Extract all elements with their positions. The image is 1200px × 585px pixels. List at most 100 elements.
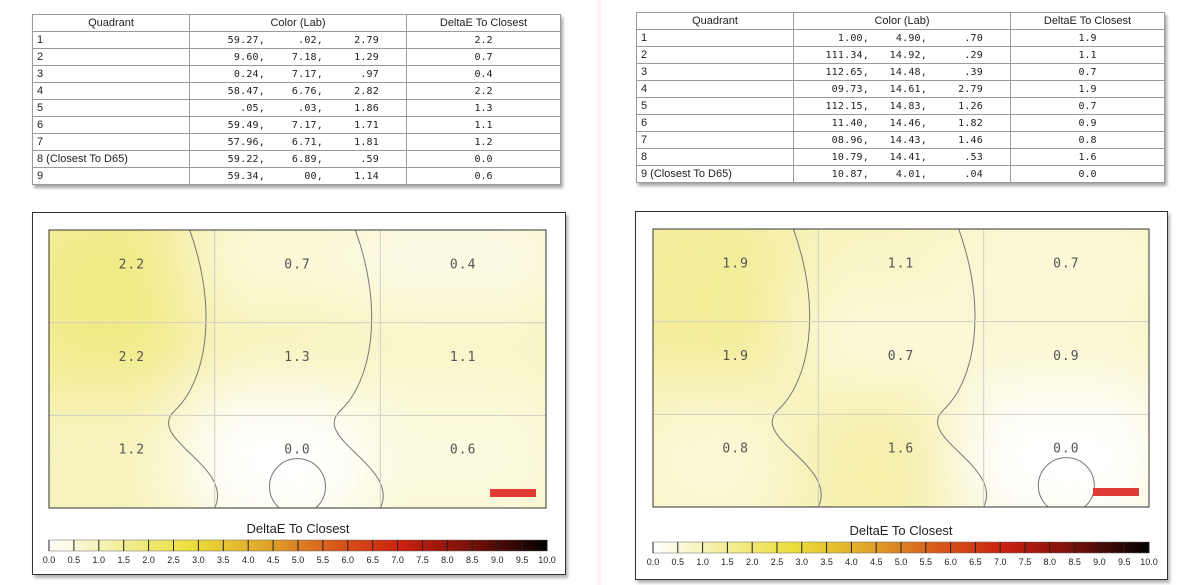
lab-l-value: 10.87, <box>831 168 869 180</box>
scale-tick-label: 5.0 <box>292 555 305 565</box>
deltae-cell: 0.4 <box>406 65 561 83</box>
quadrant-cell: 7 <box>32 133 190 151</box>
table-row: 3 0.24, 7.17, .97 0.4 <box>32 65 561 83</box>
scale-tick-label: 9.0 <box>1093 557 1106 567</box>
scale-tick-label: 0.0 <box>43 555 56 565</box>
table-row: 9 (Closest To D65) 10.87, 4.01, .04 0.0 <box>636 165 1165 183</box>
header-color-lab: Color (Lab) <box>189 14 407 32</box>
lab-a-value: .03, <box>298 102 323 114</box>
lab-b-value: .97 <box>360 68 379 80</box>
scale-tick-label: 4.5 <box>267 555 280 565</box>
cell-value-label: 0.0 <box>284 443 310 458</box>
table-row: 1 59.27, .02, 2.79 2.2 <box>32 31 561 49</box>
cell-value-label: 0.7 <box>1053 256 1079 271</box>
scale-tick-label: 3.0 <box>192 555 205 565</box>
quadrant-cell: 4 <box>636 80 794 98</box>
scale-tick-label: 5.5 <box>920 557 933 567</box>
quadrant-cell: 7 <box>636 131 794 149</box>
lab-l-value: 09.73, <box>831 83 869 95</box>
deltae-cell: 1.1 <box>406 116 561 134</box>
deltae-cell: 1.3 <box>406 99 561 117</box>
scale-tick-label: 6.0 <box>342 555 355 565</box>
table-row: 2 9.60, 7.18, 1.29 0.7 <box>32 48 561 66</box>
scale-tick-label: 4.0 <box>242 555 255 565</box>
scale-tick-label: 3.5 <box>217 555 230 565</box>
header-deltae: DeltaE To Closest <box>406 14 561 32</box>
lab-cell: 1.00, 4.90, .70 <box>793 29 1011 47</box>
lab-l-value: 57.96, <box>227 136 265 148</box>
deltae-cell: 0.0 <box>406 150 561 168</box>
lab-a-value: 14.61, <box>889 83 927 95</box>
quadrant-cell: 5 <box>636 97 794 115</box>
contour-line <box>269 458 326 508</box>
lab-b-value: 1.26 <box>958 100 983 112</box>
header-color-lab: Color (Lab) <box>793 12 1011 30</box>
deltae-cell: 1.2 <box>406 133 561 151</box>
lab-cell: 59.27, .02, 2.79 <box>189 31 407 49</box>
cell-value-label: 1.9 <box>722 349 748 364</box>
cell-value-label: 0.9 <box>1053 349 1079 364</box>
measurement-marker <box>1093 488 1139 496</box>
deltae-cell: 2.2 <box>406 31 561 49</box>
quadrant-cell: 8 <box>636 148 794 166</box>
cell-value-label: 0.6 <box>450 443 476 458</box>
scale-tick-label: 6.5 <box>969 557 982 567</box>
deltae-cell: 1.9 <box>1010 29 1165 47</box>
scale-tick-label: 8.5 <box>466 555 479 565</box>
scale-tick-label: 9.5 <box>516 555 529 565</box>
contour-line <box>771 229 822 507</box>
lab-cell: 08.96, 14.43, 1.46 <box>793 131 1011 149</box>
table-header-row: Quadrant Color (Lab) DeltaE To Closest <box>32 14 561 32</box>
lab-l-value: 58.47, <box>227 85 265 97</box>
lab-b-value: .04 <box>964 168 983 180</box>
minimum-hotspot <box>251 448 344 505</box>
scale-tick-label: 5.5 <box>317 555 330 565</box>
grid-lines <box>653 229 1149 507</box>
quadrant-cell: 1 <box>32 31 190 49</box>
quadrant-cell: 4 <box>32 82 190 100</box>
contour-lines <box>167 230 384 508</box>
lab-b-value: 1.82 <box>958 117 983 129</box>
scale-tick-label: 0.0 <box>647 557 660 567</box>
quadrant-cell: 6 <box>32 116 190 134</box>
contour-line <box>936 229 987 507</box>
lab-a-value: 00, <box>304 170 323 182</box>
deltae-cell: 1.6 <box>1010 148 1165 166</box>
heat-field <box>653 229 1149 507</box>
lab-l-value: 08.96, <box>831 134 869 146</box>
lab-a-value: 6.71, <box>291 136 323 148</box>
cell-value-label: 0.7 <box>284 257 310 272</box>
quadrant-cell: 8 (Closest To D65) <box>32 150 190 168</box>
plot-border <box>652 228 1150 508</box>
table-row: 6 11.40, 14.46, 1.82 0.9 <box>636 114 1165 132</box>
table-row: 8 10.79, 14.41, .53 1.6 <box>636 148 1165 166</box>
header-quadrant: Quadrant <box>32 14 190 32</box>
scale-tick-label: 8.5 <box>1068 557 1081 567</box>
scale-tick-label: 3.5 <box>820 557 833 567</box>
contour-line <box>1037 457 1095 507</box>
heatmap-chart-left: 2.2 0.7 0.4 2.2 1.3 1.1 1.2 0.0 0.6 DeltaE To Clo… <box>43 229 556 565</box>
scale-tick-label: 1.0 <box>93 555 106 565</box>
lab-cell: 58.47, 6.76, 2.82 <box>189 82 407 100</box>
cell-value-label: 1.9 <box>722 256 748 271</box>
table-header-row: Quadrant Color (Lab) DeltaE To Closest <box>636 12 1165 30</box>
lab-cell: 59.22, 6.89, .59 <box>189 150 407 168</box>
quadrant-cell: 2 <box>636 46 794 64</box>
lab-l-value: 9.60, <box>233 51 265 63</box>
deltae-cell: 0.9 <box>1010 114 1165 132</box>
lab-l-value: 112.15, <box>825 100 869 112</box>
deltae-cell: 0.6 <box>406 167 561 185</box>
lab-a-value: 7.17, <box>291 68 323 80</box>
lab-a-value: 6.76, <box>291 85 323 97</box>
lab-l-value: .05, <box>240 102 265 114</box>
lab-a-value: 4.01, <box>895 168 927 180</box>
scale-tick-label: 8.0 <box>441 555 454 565</box>
table-row: 7 57.96, 6.71, 1.81 1.2 <box>32 133 561 151</box>
cell-value-label: 0.0 <box>1053 442 1079 457</box>
lab-cell: 59.49, 7.17, 1.71 <box>189 116 407 134</box>
cell-value-label: 1.6 <box>888 442 914 457</box>
lab-a-value: 7.18, <box>291 51 323 63</box>
scale-tick-label: 10.0 <box>538 555 556 565</box>
lab-cell: 0.24, 7.17, .97 <box>189 65 407 83</box>
lab-cell: 57.96, 6.71, 1.81 <box>189 133 407 151</box>
